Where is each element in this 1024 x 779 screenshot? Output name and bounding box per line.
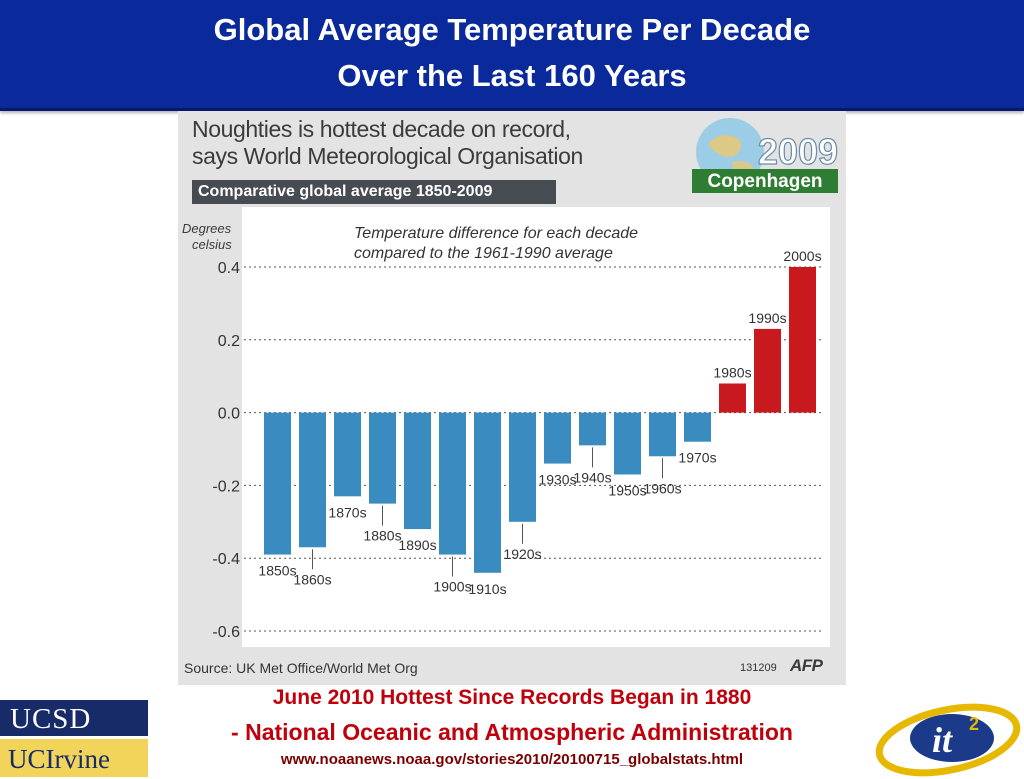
- bar-label-1940s: 1940s: [573, 469, 611, 485]
- ucsd-logo: UCSD: [0, 700, 148, 736]
- infographic-headline-line-1: Noughties is hottest decade on record,: [192, 116, 571, 142]
- bar-1930s: [544, 412, 571, 464]
- infographic-headline-line-2: says World Meteorological Organisation: [192, 143, 583, 169]
- y-tick-label: -0.2: [212, 478, 240, 495]
- y-tick-label: 0.2: [218, 333, 240, 350]
- bar-1940s: [579, 412, 606, 446]
- source-credit: Source: UK Met Office/World Met Org: [184, 660, 418, 676]
- bar-label-1970s: 1970s: [678, 450, 716, 466]
- temperature-bar-chart: Degrees celsius Temperature difference f…: [182, 207, 830, 647]
- bar-label-1890s: 1890s: [398, 537, 436, 553]
- copenhagen-2009-logo: 2009 Copenhagen: [692, 118, 838, 193]
- bar-1990s: [754, 328, 781, 413]
- caption-url: www.noaanews.noaa.gov/stories2010/201007…: [280, 751, 744, 768]
- bar-label-1860s: 1860s: [293, 571, 331, 587]
- afp-logo: AFP: [790, 656, 823, 675]
- y-tick-label: -0.6: [212, 624, 240, 641]
- bar-label-2000s: 2000s: [783, 248, 821, 264]
- bar-label-1980s: 1980s: [713, 364, 751, 380]
- y-tick-label: -0.4: [212, 551, 240, 568]
- slide-title-line-1: Global Average Temperature Per Decade: [213, 12, 811, 47]
- infographic-subtitle: Comparative global average 1850-2009: [192, 180, 556, 204]
- y-axis-label-line-1: Degrees: [182, 221, 232, 236]
- y-tick-label: 0.4: [218, 260, 240, 277]
- y-axis-label-line-2: celsius: [192, 237, 232, 252]
- y-tick-label: 0.0: [218, 406, 240, 423]
- slide-title-line-2: Over the Last 160 Years: [337, 58, 687, 93]
- caption-attribution: - National Oceanic and Atmospheric Admin…: [231, 719, 793, 745]
- caption-headline: June 2010 Hottest Since Records Began in…: [272, 686, 752, 709]
- it2-logo-superscript: 2: [969, 714, 979, 734]
- bar-1890s: [404, 412, 431, 530]
- bar-label-1930s: 1930s: [538, 472, 576, 488]
- bar-1970s: [684, 412, 711, 442]
- bar-1960s: [649, 412, 676, 457]
- bar-1900s: [439, 412, 466, 555]
- bar-1870s: [334, 412, 361, 497]
- bar-1950s: [614, 412, 641, 475]
- bar-label-1990s: 1990s: [748, 310, 786, 326]
- bar-label-1950s: 1950s: [608, 482, 646, 498]
- uc-irvine-logo: UCIrvine: [0, 739, 148, 777]
- logo-year: 2009: [758, 131, 838, 172]
- logo-city: Copenhagen: [707, 171, 822, 192]
- infographic: Noughties is hottest decade on record, s…: [178, 111, 846, 685]
- bar-1860s: [299, 412, 326, 548]
- bar-label-1920s: 1920s: [503, 546, 541, 562]
- date-code: 131209: [740, 662, 777, 674]
- bar-1880s: [369, 412, 396, 504]
- bar-label-1870s: 1870s: [328, 504, 366, 520]
- bar-1850s: [264, 412, 291, 555]
- chart-annotation-line-2: compared to the 1961-1990 average: [354, 245, 613, 262]
- bar-label-1960s: 1960s: [643, 480, 681, 496]
- chart-annotation-line-1: Temperature difference for each decade: [354, 225, 638, 242]
- bar-label-1910s: 1910s: [468, 581, 506, 597]
- it2-logo-text: it: [932, 720, 953, 760]
- bar-1920s: [509, 412, 536, 522]
- bar-label-1880s: 1880s: [363, 528, 401, 544]
- bar-1980s: [719, 383, 746, 413]
- bar-1910s: [474, 412, 501, 573]
- bar-label-1900s: 1900s: [433, 579, 471, 595]
- bar-2000s: [789, 267, 816, 413]
- calit2-logo: it 2: [875, 703, 1021, 777]
- title-banner: Global Average Temperature Per Decade Ov…: [0, 0, 1024, 111]
- logo-city-bar: [692, 169, 838, 193]
- bar-label-1850s: 1850s: [258, 563, 296, 579]
